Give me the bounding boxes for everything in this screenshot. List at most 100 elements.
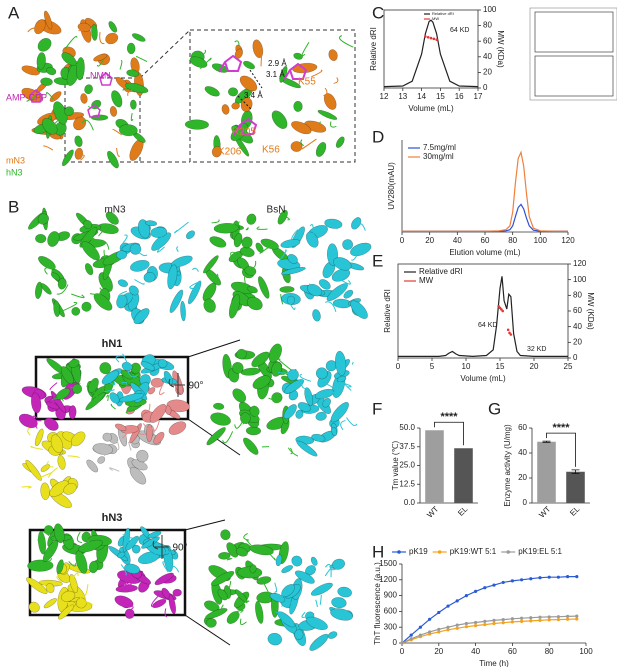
data-point <box>483 622 487 627</box>
protein-helix <box>337 586 352 598</box>
legend-marker <box>506 550 511 554</box>
zoom-box <box>189 29 356 163</box>
protein-helix <box>168 421 187 435</box>
protein-helix <box>167 264 178 290</box>
protein-helix <box>251 351 270 368</box>
protein-loop <box>84 224 96 231</box>
protein-helix <box>98 272 113 293</box>
protein-helix <box>126 42 136 55</box>
protein-helix <box>306 283 323 297</box>
protein-helix <box>180 300 186 322</box>
x-tick-label: 120 <box>561 236 575 245</box>
protein-loop <box>128 441 132 451</box>
y-tick-label: 40 <box>518 448 527 457</box>
protein-loop <box>121 381 128 385</box>
data-point <box>432 37 436 41</box>
protein-loop <box>162 550 175 554</box>
x-tick-label: 80 <box>508 236 517 245</box>
protein-helix <box>267 632 283 646</box>
y-tick-label: 1200 <box>379 575 397 584</box>
protein-helix <box>28 601 40 613</box>
data-point <box>501 309 505 313</box>
protein-helix <box>249 544 274 556</box>
protein-loop <box>46 460 54 468</box>
protein-helix <box>246 213 257 225</box>
protein-helix <box>317 109 338 120</box>
protein-loop <box>113 438 120 451</box>
protein-helix <box>213 402 225 410</box>
protein-loop <box>122 234 128 245</box>
structure-label: BsN <box>267 205 286 216</box>
protein-helix <box>350 242 372 257</box>
data-point <box>529 616 533 620</box>
protein-helix <box>169 289 184 313</box>
protein-helix <box>116 294 128 309</box>
protein-helix <box>252 39 264 59</box>
data-point <box>437 627 441 631</box>
protein-helix <box>309 633 329 651</box>
protein-loop <box>81 119 94 131</box>
data-point <box>492 583 496 587</box>
protein-loop <box>150 594 160 608</box>
y2-tick-label: 100 <box>483 5 497 14</box>
legend-label: pK19:WT 5:1 <box>450 547 497 556</box>
protein-loop <box>309 283 317 288</box>
protein-helix <box>88 560 99 574</box>
protein-helix <box>56 559 64 575</box>
protein-helix <box>312 309 321 322</box>
protein-loop <box>119 60 123 70</box>
ligand <box>283 62 308 81</box>
y2-tick-label: 0 <box>573 353 578 362</box>
protein-helix <box>86 459 99 473</box>
protein-helix <box>230 123 249 142</box>
protein-helix <box>27 559 54 572</box>
x-tick-label: 60 <box>508 647 517 656</box>
protein-loop <box>134 279 145 285</box>
protein-loop <box>289 303 296 310</box>
protein-helix <box>68 405 77 420</box>
structure-label: mN3 <box>6 155 25 165</box>
protein-helix <box>136 449 149 463</box>
x-axis-label: Time (h) <box>479 659 509 667</box>
y2-tick-label: 60 <box>483 36 492 45</box>
protein-helix <box>25 459 42 481</box>
protein-helix <box>60 366 74 385</box>
protein-helix <box>328 49 338 61</box>
protein-helix <box>58 604 75 620</box>
y2-tick-label: 0 <box>483 83 488 92</box>
y-tick-label: 20 <box>518 473 527 482</box>
protein-helix <box>105 211 119 225</box>
protein-helix <box>45 583 55 594</box>
zoom-connector <box>184 519 226 531</box>
data-point <box>446 604 450 608</box>
protein-loop <box>90 237 96 240</box>
significance-bracket <box>434 421 464 446</box>
y2-tick-label: 40 <box>483 52 492 61</box>
protein-helix <box>335 136 345 148</box>
protein-helix <box>322 398 331 408</box>
protein-loop <box>102 383 111 389</box>
protein-loop <box>106 394 109 402</box>
protein-helix <box>108 21 118 33</box>
zoom-connector <box>184 614 231 646</box>
protein-helix <box>184 119 209 130</box>
protein-helix <box>68 359 80 368</box>
y-tick-label: 300 <box>384 622 398 631</box>
protein-helix <box>281 266 306 275</box>
y-tick-label: 50.0 <box>399 423 415 432</box>
protein-loop <box>277 371 291 374</box>
protein-helix <box>50 434 64 454</box>
data-point <box>575 614 579 618</box>
protein-loop <box>43 145 54 151</box>
protein-helix <box>157 358 168 369</box>
protein-helix <box>35 234 47 244</box>
protein-helix <box>74 135 83 147</box>
protein-helix <box>240 367 261 376</box>
y-tick-label: 37.5 <box>399 442 415 451</box>
protein-helix <box>247 285 258 294</box>
protein-helix <box>279 286 295 293</box>
y-axis-label: UV280(mAU) <box>387 162 396 210</box>
data-point <box>455 626 459 630</box>
data-point <box>547 618 551 622</box>
bar <box>537 441 556 503</box>
